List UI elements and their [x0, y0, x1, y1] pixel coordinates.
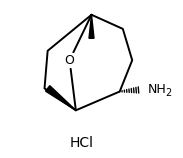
Text: NH: NH: [148, 83, 167, 97]
Text: 2: 2: [165, 88, 172, 98]
Text: HCl: HCl: [70, 136, 94, 150]
Polygon shape: [46, 86, 76, 110]
Polygon shape: [89, 15, 94, 38]
Text: O: O: [65, 54, 74, 67]
